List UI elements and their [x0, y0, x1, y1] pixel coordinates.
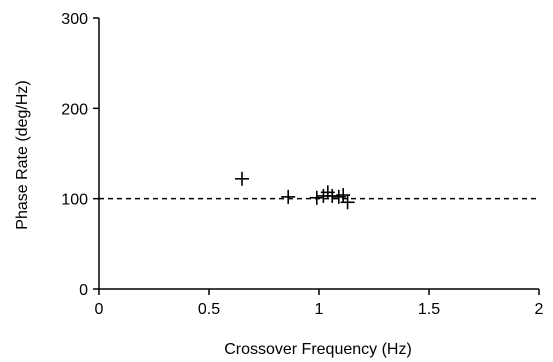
x-tick-label: 0.5 [198, 301, 220, 318]
data-point [235, 172, 249, 186]
y-tick-label: 300 [61, 11, 88, 28]
data-points [235, 172, 355, 209]
x-axis-title: Crossover Frequency (Hz) [224, 341, 412, 358]
y-tick-label: 200 [61, 101, 88, 118]
y-axis-title: Phase Rate (deg/Hz) [14, 80, 31, 229]
x-tick-label: 1.5 [418, 301, 440, 318]
y-tick-label: 0 [79, 282, 88, 299]
x-tick-label: 2 [535, 301, 544, 318]
data-point [281, 190, 295, 204]
y-tick-label: 100 [61, 192, 88, 209]
x-tick-label: 0 [95, 301, 104, 318]
x-axis-ticks: 0 0.5 1 1.5 2 [95, 289, 544, 318]
x-tick-label: 1 [315, 301, 324, 318]
y-axis-ticks: 0 100 200 300 [61, 11, 99, 299]
